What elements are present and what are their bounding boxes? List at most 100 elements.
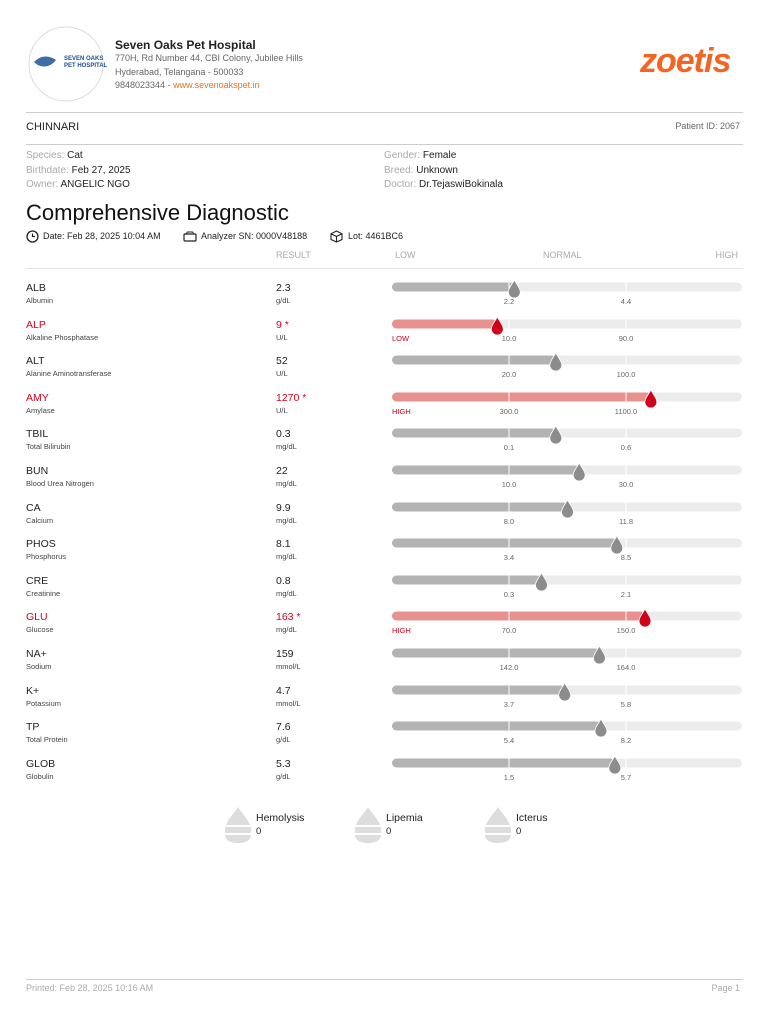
result-marker xyxy=(638,608,652,628)
clock-icon xyxy=(26,230,39,243)
result-marker xyxy=(572,462,586,482)
contact: 9848023344 - www.sevenoakspet.in xyxy=(115,81,260,90)
result-marker xyxy=(490,315,504,335)
index-value: 0 xyxy=(516,826,522,837)
test-code: GLU xyxy=(26,611,48,624)
test-code: K+ xyxy=(26,684,40,697)
patient-id-label: Patient ID: xyxy=(675,121,718,131)
test-result: 2.3 xyxy=(276,282,291,294)
test-result: 0.8 xyxy=(276,574,291,587)
logo-text: SEVEN OAKS xyxy=(64,56,104,62)
test-name: Glucose xyxy=(26,625,54,635)
test-name: Calcium xyxy=(26,515,54,525)
column-header: RESULT xyxy=(276,250,311,260)
result-marker xyxy=(558,681,572,701)
index-name: Lipemia xyxy=(386,812,423,824)
range-bar xyxy=(392,571,742,592)
test-name: Total Bilirubin xyxy=(26,442,71,452)
ref-high: 0.6 xyxy=(620,443,632,453)
flag: LOW xyxy=(392,333,410,343)
test-unit: U/L xyxy=(276,405,288,415)
test-result: 9 * xyxy=(276,318,289,331)
brand-logo: zoetis xyxy=(640,42,731,80)
analyzer-value: 0000V48188 xyxy=(256,231,308,241)
test-unit: g/dL xyxy=(276,735,291,745)
ref-high: 11.8 xyxy=(618,516,634,526)
result-marker xyxy=(549,425,563,445)
test-code: GLOB xyxy=(26,757,56,770)
patient-name: CHINNARI xyxy=(26,121,80,133)
column-header: HIGH xyxy=(715,250,739,260)
test-code: TBIL xyxy=(26,428,49,441)
ref-low: 2.2 xyxy=(503,297,515,306)
test-result: 52 xyxy=(276,355,288,368)
field-label: Birthdate: xyxy=(26,164,69,176)
column-header: LOW xyxy=(395,250,416,260)
result-marker xyxy=(507,279,521,299)
test-name: Potassium xyxy=(26,698,62,708)
bar-fill xyxy=(392,319,498,329)
analyzer-label: Analyzer SN: xyxy=(201,231,254,241)
divider xyxy=(26,112,743,113)
patient-field: Birthdate: Feb 27, 2025 xyxy=(26,164,131,176)
field-value: ANGELIC NGO xyxy=(60,179,130,190)
index-value: 0 xyxy=(386,826,392,837)
ref-high: 8.5 xyxy=(620,553,632,563)
field-label: Owner: xyxy=(26,179,59,190)
lot-label: Lot: xyxy=(348,231,364,241)
test-name: Albumin xyxy=(26,296,54,305)
flag: HIGH xyxy=(392,406,411,416)
test-result: 0.3 xyxy=(276,428,291,441)
range-bar xyxy=(392,279,742,299)
lot: Lot: 4461BC6 xyxy=(348,232,403,241)
ref-low: 0.3 xyxy=(503,589,515,599)
field-value: Dr.TejaswiBokinala xyxy=(419,179,503,190)
patient-id: Patient ID: 2067 xyxy=(675,122,740,131)
test-result: 7.6 xyxy=(276,721,291,734)
ref-high: 2.1 xyxy=(620,589,632,599)
field-label: Gender: xyxy=(384,150,421,161)
range-bar xyxy=(392,352,742,372)
divider xyxy=(26,144,743,145)
website[interactable]: www.sevenoakspet.in xyxy=(173,80,260,90)
drop-bottom xyxy=(485,835,511,843)
logo-text: PET HOSPITAL xyxy=(64,63,108,69)
index-icon xyxy=(225,807,251,843)
ref-high: 150.0 xyxy=(616,626,636,636)
result-marker xyxy=(549,352,563,372)
phone: 9848023344 - xyxy=(115,80,171,90)
ref-high: 30.0 xyxy=(618,480,634,489)
ref-low: 3.7 xyxy=(503,699,515,709)
test-result: 159 xyxy=(276,648,294,660)
column-header: NORMAL xyxy=(543,250,582,260)
ref-low: 1.5 xyxy=(503,772,515,782)
test-name: Globulin xyxy=(26,771,54,781)
result-marker xyxy=(594,718,608,738)
test-code: NA+ xyxy=(26,648,47,660)
test-name: Amylase xyxy=(26,405,55,415)
range-bar xyxy=(392,498,742,518)
test-name: Phosphorus xyxy=(26,552,67,562)
index-icon xyxy=(485,807,511,843)
drop-top xyxy=(226,807,250,825)
test-name: Creatinine xyxy=(26,588,61,598)
result-marker xyxy=(561,498,574,518)
ref-high: 8.2 xyxy=(620,736,632,746)
range-bar xyxy=(392,388,742,409)
drop-top xyxy=(356,807,380,825)
test-result: 22 xyxy=(276,465,288,477)
field-label: Breed: xyxy=(384,164,414,176)
range-bar xyxy=(392,645,742,665)
test-unit: g/dL xyxy=(276,296,291,305)
field-label: Species: xyxy=(26,150,65,161)
field-value: Feb 27, 2025 xyxy=(71,164,131,176)
drop-bottom xyxy=(355,835,381,843)
ref-low: 5.4 xyxy=(503,736,515,746)
ref-high: 1100.0 xyxy=(614,406,638,416)
field-value: Female xyxy=(422,150,457,161)
date-value: Feb 28, 2025 10:04 AM xyxy=(67,231,161,241)
ref-low: 300.0 xyxy=(499,406,519,416)
test-unit: mg/dL xyxy=(276,625,297,635)
test-unit: mmol/L xyxy=(276,662,301,671)
